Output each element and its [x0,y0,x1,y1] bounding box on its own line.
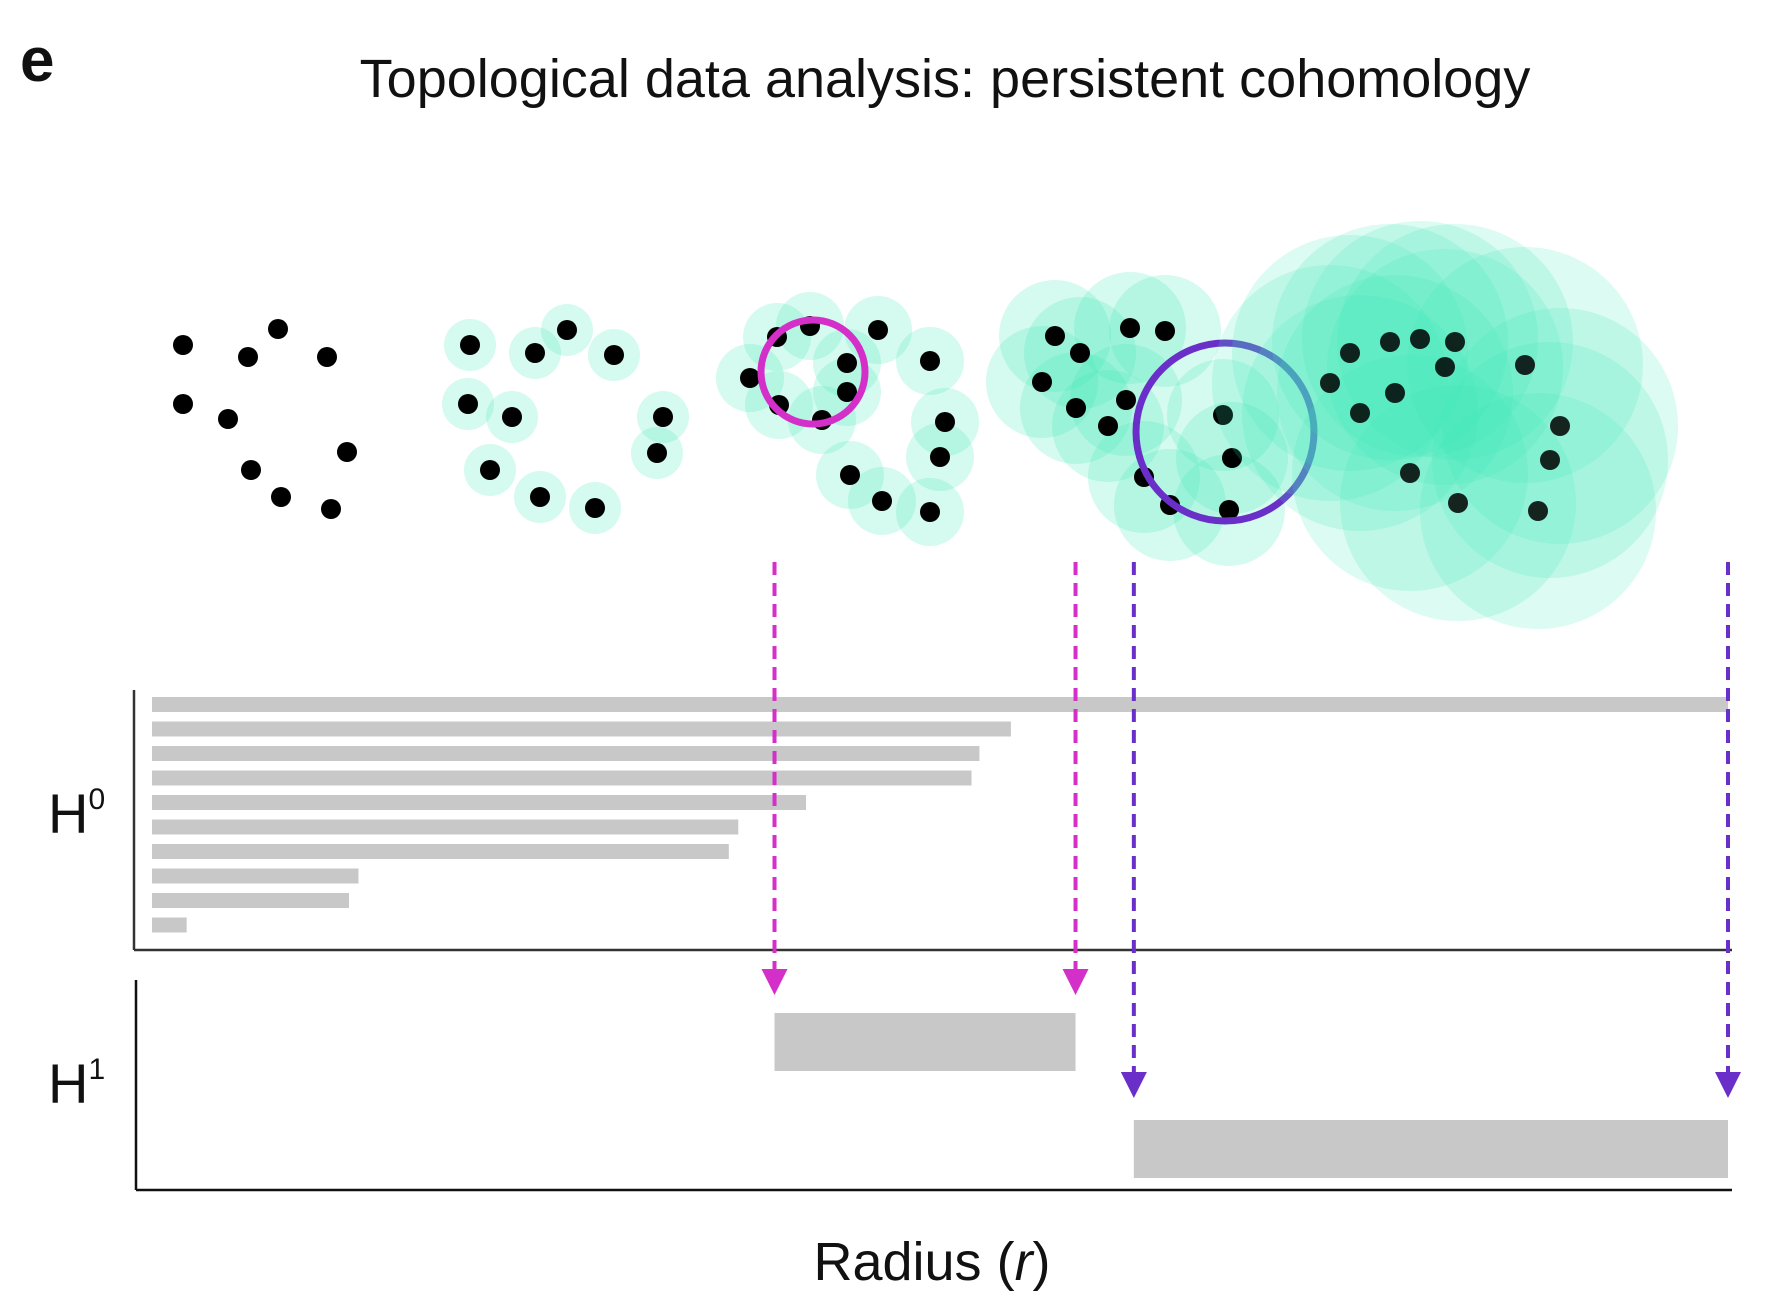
data-point [647,443,667,463]
data-point [271,487,291,507]
h0-bar [152,746,980,761]
panel-label: e [20,26,55,95]
data-point [1045,326,1065,346]
h0-bar [152,844,729,859]
data-point [1120,318,1140,338]
data-point [502,407,522,427]
data-point [173,335,193,355]
data-point [872,491,892,511]
figure-title: Topological data analysis: persistent co… [359,49,1531,109]
feature-marker-arrowhead [761,969,788,995]
data-point [525,343,545,363]
feature-marker-arrowhead [1062,969,1089,995]
filtration-stage [986,272,1318,566]
h0-bar [152,819,739,835]
feature-marker-arrowhead [1715,1072,1741,1098]
h0-bar [152,917,187,933]
data-point [1385,383,1405,403]
data-point [1515,355,1535,375]
data-point [241,460,261,480]
data-point [1528,501,1548,521]
h0-bar [152,721,1011,737]
x-axis-label-open: ( [997,1232,1015,1292]
x-axis-label-text: Radius [813,1232,981,1292]
data-point [1219,500,1239,520]
data-point [557,320,577,340]
data-point [653,407,673,427]
filtration-stages [173,221,1678,629]
data-point [218,409,238,429]
data-point [1098,416,1118,436]
feature-marker-arrowhead [1120,1072,1147,1098]
data-point [1448,493,1468,513]
data-point [837,382,857,402]
data-point [1213,405,1233,425]
data-point [1550,416,1570,436]
data-point [585,498,605,518]
data-point [1032,372,1052,392]
small-loop-ring [757,316,869,428]
data-point [920,351,940,371]
x-axis-label-close: ) [1033,1232,1051,1292]
data-point [321,499,341,519]
x-axis-label: Radius (r) [813,1232,1050,1292]
data-point [317,347,337,367]
data-point [935,412,955,432]
data-point [1070,343,1090,363]
filtration-stage [173,319,357,519]
data-point [480,460,500,480]
data-point [740,368,760,388]
data-point [1435,357,1455,377]
h1-barcode [774,1013,1728,1178]
data-point [837,353,857,373]
h0-label-base: H [48,782,88,845]
data-point [840,465,860,485]
h0-label-sup: 0 [88,783,105,816]
data-point [868,320,888,340]
data-point [173,394,193,414]
h1-label: H1 [48,1052,105,1115]
h1-label-sup: 1 [88,1053,105,1086]
filtration-stage [1212,221,1678,629]
data-point [604,345,624,365]
data-point [1540,450,1560,470]
data-point [1320,373,1340,393]
data-point [1350,403,1370,423]
x-axis-label-var: r [1015,1232,1035,1292]
data-point [1222,448,1242,468]
data-point [238,347,258,367]
data-point [1400,463,1420,483]
filtration-stage [716,292,979,546]
data-point [1410,329,1430,349]
h0-bar [152,868,359,884]
data-point [268,319,288,339]
filtration-stage [442,304,689,534]
h1-label-base: H [48,1052,88,1115]
h0-axis [132,690,1732,952]
data-point [1066,398,1086,418]
feature-markers [761,562,1741,1098]
data-point [920,502,940,522]
h1-bar [1133,1120,1728,1178]
data-point [1155,321,1175,341]
h1-bar [774,1013,1076,1071]
h0-bar [152,770,972,786]
h0-bar [152,795,807,810]
h1-axis [134,980,1732,1192]
data-point [930,447,950,467]
h0-bar [152,893,349,908]
data-point [1116,390,1136,410]
data-point [337,442,357,462]
large-loop-ring [1132,339,1318,525]
data-point [1340,343,1360,363]
h0-barcode [152,697,1728,933]
h0-label: H0 [48,782,105,845]
data-point [1380,332,1400,352]
h0-bar [152,697,1728,712]
data-point [1445,332,1465,352]
data-point [530,487,550,507]
data-point [458,394,478,414]
data-point [460,335,480,355]
